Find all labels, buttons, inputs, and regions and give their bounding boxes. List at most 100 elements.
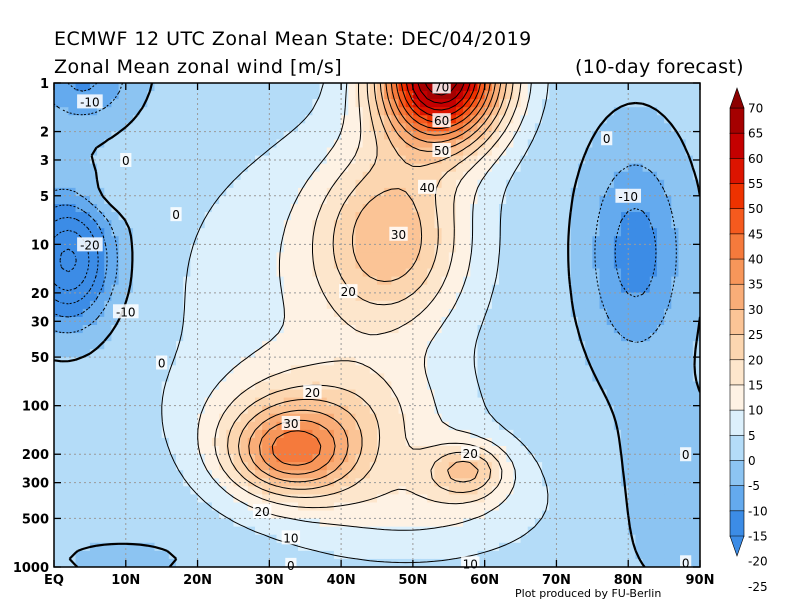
field-cell [89, 123, 98, 132]
field-cell [176, 115, 184, 124]
field-cell [68, 91, 77, 100]
field-cell [685, 292, 694, 302]
field-cell [463, 115, 471, 124]
field-cell [405, 83, 414, 92]
field-cell [269, 252, 278, 262]
field-cell [513, 179, 522, 189]
field-cell [348, 228, 357, 237]
field-cell [656, 131, 665, 141]
field-cell [183, 236, 191, 245]
field-cell [455, 300, 464, 310]
field-cell [176, 236, 184, 245]
field-cell [635, 107, 644, 116]
field-cell [542, 308, 550, 318]
field-cell [283, 171, 292, 181]
field-cell [649, 365, 658, 374]
field-cell [441, 429, 450, 439]
field-cell [140, 171, 148, 181]
field-cell [104, 179, 113, 189]
field-cell [685, 115, 694, 124]
field-cell [97, 437, 105, 447]
field-cell [520, 236, 529, 245]
field-cell [276, 91, 285, 100]
field-cell [534, 429, 543, 439]
field-cell [89, 405, 98, 415]
field-cell [326, 397, 335, 407]
field-cell [362, 212, 371, 221]
field-cell [305, 220, 313, 229]
field-cell [463, 389, 471, 399]
field-cell [434, 486, 443, 495]
field-cell [369, 349, 378, 358]
field-cell [499, 107, 507, 116]
field-cell [269, 268, 278, 278]
field-cell [211, 179, 220, 189]
field-cell [405, 397, 414, 407]
field-cell [520, 300, 529, 310]
field-cell [484, 454, 493, 463]
field-cell [577, 268, 586, 278]
field-cell [384, 429, 392, 439]
field-cell [377, 171, 385, 181]
field-cell [549, 204, 558, 213]
field-cell [355, 268, 364, 278]
field-cell [448, 268, 457, 278]
field-cell [377, 421, 385, 431]
field-cell [362, 204, 371, 213]
field-cell [226, 397, 235, 407]
field-cell [570, 163, 579, 173]
field-cell [305, 91, 313, 100]
field-cell [240, 220, 249, 229]
field-cell [441, 518, 450, 528]
field-cell [570, 341, 579, 350]
field-cell [219, 381, 227, 391]
field-cell [132, 220, 141, 229]
field-cell [384, 236, 392, 245]
field-cell [283, 357, 292, 366]
field-cell [226, 131, 235, 141]
field-cell [333, 389, 342, 399]
field-cell [542, 220, 550, 229]
field-cell [233, 107, 242, 116]
field-cell [111, 83, 120, 92]
field-cell [341, 220, 349, 229]
field-cell [455, 397, 464, 407]
field-cell [283, 195, 292, 205]
field-cell [671, 91, 680, 100]
field-cell [211, 244, 220, 253]
field-cell [147, 486, 156, 495]
field-cell [621, 107, 629, 116]
field-cell [412, 421, 421, 431]
field-cell [154, 171, 163, 181]
field-cell [89, 413, 98, 423]
field-cell [104, 195, 113, 205]
field-cell [391, 429, 400, 439]
field-cell [269, 413, 278, 423]
field-cell [111, 139, 120, 149]
field-cell [298, 163, 306, 173]
field-cell [527, 115, 536, 124]
field-cell [254, 228, 263, 237]
field-cell [441, 365, 450, 374]
field-cell [671, 486, 680, 495]
field-cell [664, 446, 672, 455]
field-cell [204, 260, 213, 270]
field-cell [348, 365, 357, 374]
field-cell [455, 308, 464, 318]
field-cell [549, 155, 558, 165]
field-cell [692, 486, 700, 495]
field-cell [68, 510, 77, 520]
field-cell [513, 91, 522, 100]
field-cell [499, 228, 507, 237]
field-cell [140, 341, 148, 350]
field-cell [491, 373, 500, 383]
field-cell [82, 454, 91, 463]
field-cell [513, 244, 522, 253]
field-cell [513, 252, 522, 262]
field-cell [377, 397, 385, 407]
field-cell [333, 292, 342, 302]
field-cell [312, 454, 321, 463]
field-cell [219, 195, 227, 205]
field-cell [290, 276, 299, 286]
field-cell [391, 518, 400, 528]
